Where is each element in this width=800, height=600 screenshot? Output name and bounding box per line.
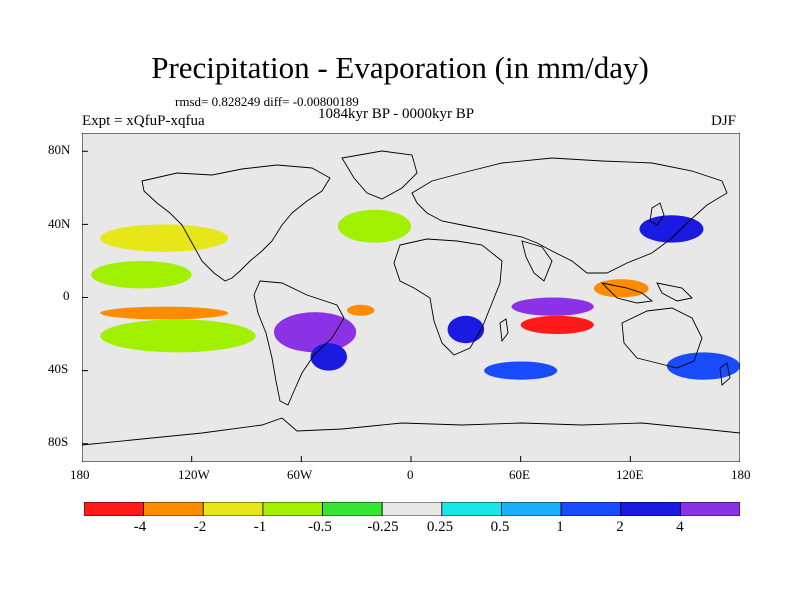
chart-title: Precipitation - Evaporation (in mm/day) bbox=[151, 50, 649, 85]
colorbar-label: 0.5 bbox=[490, 519, 510, 535]
x-tick-label: 120W bbox=[178, 467, 210, 482]
contour-region bbox=[347, 304, 375, 316]
colorbar-label: -1 bbox=[253, 519, 267, 535]
eurasia-coast bbox=[411, 157, 728, 274]
colorbar bbox=[84, 502, 740, 516]
contour-region bbox=[310, 343, 348, 371]
south-america-coast bbox=[253, 280, 345, 406]
colorbar-label: 4 bbox=[676, 519, 684, 535]
contour-region bbox=[100, 319, 256, 353]
new-zealand-coast bbox=[719, 362, 731, 386]
contour-region bbox=[511, 297, 594, 316]
contour-region bbox=[447, 315, 485, 344]
colorbar-box bbox=[560, 502, 622, 516]
contour-region bbox=[100, 306, 229, 320]
coastlines bbox=[82, 150, 740, 446]
japan-coast bbox=[649, 202, 665, 226]
colorbar-box bbox=[501, 502, 562, 516]
colorbar-box bbox=[322, 502, 383, 516]
colorbar-box bbox=[202, 502, 264, 516]
y-tick-label: 80N bbox=[48, 142, 71, 157]
contour-region bbox=[100, 224, 229, 252]
colorbar-box bbox=[679, 502, 740, 516]
colorbar-label: 2 bbox=[616, 519, 624, 535]
y-tick-label: 40N bbox=[48, 216, 71, 231]
y-tick-label: 80S bbox=[48, 434, 69, 449]
madagascar-coast bbox=[499, 318, 509, 343]
stats-line: rmsd= 0.828249 diff= -0.00800189 bbox=[175, 94, 359, 109]
contour-region bbox=[520, 315, 594, 335]
contour-region bbox=[91, 260, 192, 289]
new-guinea-coast bbox=[656, 282, 693, 302]
colorbar-box bbox=[441, 502, 502, 516]
colorbar-box bbox=[381, 502, 443, 516]
colorbar-box bbox=[84, 502, 145, 516]
colorbar-box bbox=[620, 502, 681, 516]
colorbar-label: -2 bbox=[193, 519, 207, 535]
greenland-coast bbox=[341, 150, 418, 200]
axis-ticks bbox=[82, 150, 740, 462]
contour-region bbox=[337, 209, 411, 243]
antarctica-coast bbox=[82, 417, 740, 446]
x-tick-label: 120E bbox=[616, 467, 644, 482]
x-tick-label: 60E bbox=[509, 467, 530, 482]
pe-difference-map bbox=[82, 133, 740, 462]
experiment-label: Expt = xQfuP-xqfua bbox=[82, 113, 205, 129]
north-america-coast bbox=[141, 164, 331, 282]
colorbar-label: -4 bbox=[133, 519, 147, 535]
x-tick-label: 180 bbox=[731, 467, 751, 482]
y-tick-label: 0 bbox=[63, 288, 70, 303]
australia-coast bbox=[621, 307, 703, 369]
x-tick-label: 0 bbox=[407, 467, 414, 482]
contour-region bbox=[273, 312, 357, 353]
colorbar-box bbox=[143, 502, 204, 516]
contour-region bbox=[666, 352, 740, 380]
y-tick-label: 40S bbox=[48, 361, 69, 376]
season-label: DJF bbox=[711, 113, 737, 129]
colorbar-box bbox=[262, 502, 323, 516]
map-background bbox=[82, 133, 740, 462]
colorbar-label: -0.25 bbox=[367, 519, 399, 535]
colorbar-label: 1 bbox=[556, 519, 564, 535]
x-tick-label: 60W bbox=[287, 467, 313, 482]
period-label: 1084kyr BP - 0000kyr BP bbox=[318, 106, 475, 122]
contour-region bbox=[484, 361, 558, 380]
colorbar-label: -0.5 bbox=[308, 519, 332, 535]
indonesia-coast bbox=[600, 282, 654, 304]
contour-region bbox=[593, 279, 649, 298]
india-coast bbox=[521, 240, 553, 282]
colorbar-label: 0.25 bbox=[426, 519, 454, 535]
x-tick-label: 180 bbox=[70, 467, 90, 482]
africa-coast bbox=[393, 238, 503, 356]
